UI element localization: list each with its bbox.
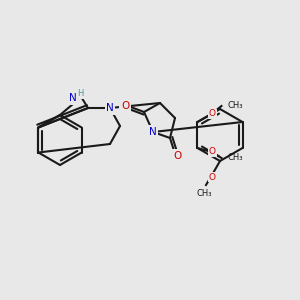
Text: N: N <box>106 103 114 113</box>
Text: O: O <box>209 110 216 118</box>
Text: CH₃: CH₃ <box>227 154 243 163</box>
Text: H: H <box>77 89 83 98</box>
Text: O: O <box>174 151 182 161</box>
Text: N: N <box>149 127 157 137</box>
Text: O: O <box>209 148 216 157</box>
Text: O: O <box>121 101 129 111</box>
Text: CH₃: CH₃ <box>227 100 243 109</box>
Text: N: N <box>69 93 77 103</box>
Text: O: O <box>208 172 215 182</box>
Text: CH₃: CH₃ <box>196 188 212 197</box>
